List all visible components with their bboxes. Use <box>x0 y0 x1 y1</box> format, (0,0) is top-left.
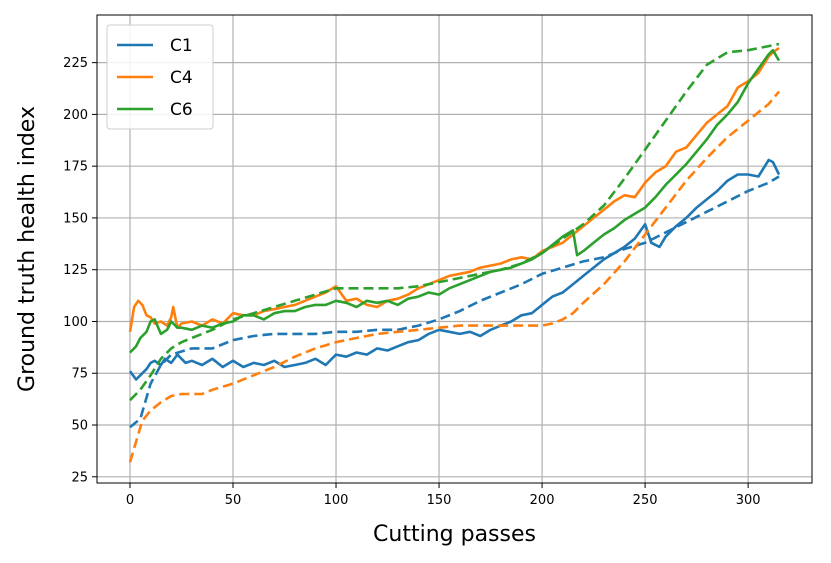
y-tick-label: 125 <box>63 263 88 278</box>
series-line-c1-dashed <box>129 175 780 429</box>
legend-label-c4: C4 <box>170 68 193 88</box>
x-tick-label: 250 <box>633 493 658 508</box>
x-tick-label: 200 <box>530 493 555 508</box>
x-tick-label: 0 <box>126 493 134 508</box>
legend-entries: C1 C4 C6 <box>117 36 193 120</box>
y-tick-label: 200 <box>63 108 88 123</box>
y-tick-label: 225 <box>63 56 88 71</box>
x-tick-label: 100 <box>324 493 349 508</box>
series-layer <box>128 42 781 463</box>
y-tick-label: 25 <box>71 470 88 485</box>
legend-label-c1: C1 <box>170 36 193 56</box>
plot-frame <box>96 14 813 484</box>
y-tick-label: 50 <box>71 419 88 434</box>
series-line-c1 <box>128 158 781 381</box>
y-tick-label: 175 <box>63 160 88 175</box>
legend: C1 C4 C6 <box>106 24 214 130</box>
y-axis-label: Ground truth health index <box>15 106 40 392</box>
x-tick-label: 50 <box>225 493 242 508</box>
x-tick-label: 300 <box>736 493 761 508</box>
series-line-c4 <box>128 47 780 333</box>
y-tick-label: 75 <box>71 367 88 382</box>
x-ticks: 0 50 100 150 200 250 300 <box>126 483 761 508</box>
series-line-c6-dashed <box>129 42 780 402</box>
series-line-c6 <box>129 48 781 354</box>
legend-box <box>106 24 214 130</box>
legend-label-c6: C6 <box>170 100 193 120</box>
x-axis-label: Cutting passes <box>373 522 536 547</box>
series-line-c4-dashed <box>128 90 781 463</box>
x-tick-label: 150 <box>427 493 452 508</box>
y-ticks: 25 50 75 100 125 150 175 200 225 <box>63 56 97 485</box>
y-tick-label: 100 <box>63 315 88 330</box>
y-tick-label: 150 <box>63 211 88 226</box>
